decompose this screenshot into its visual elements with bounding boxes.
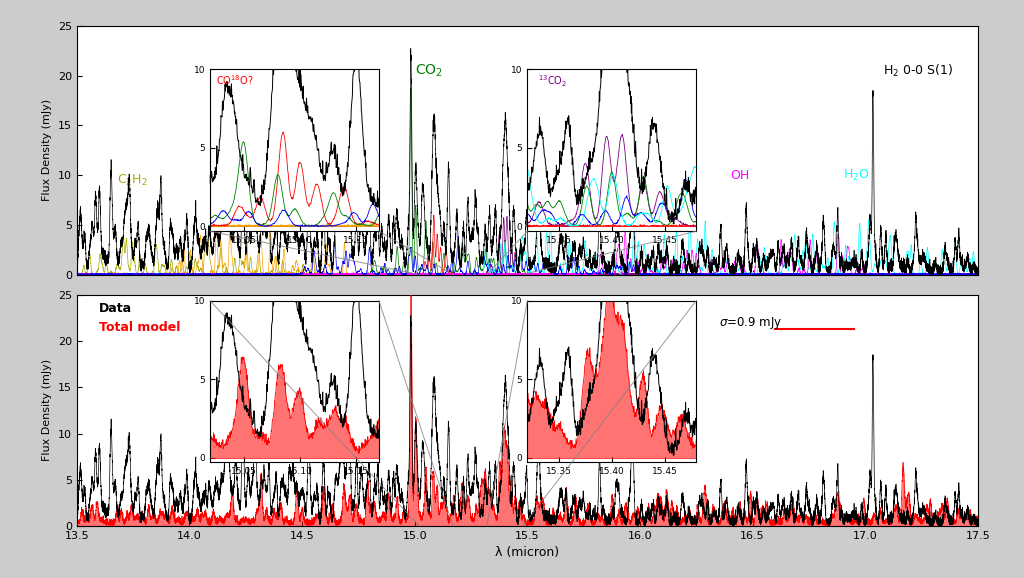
Y-axis label: Flux Density (mJy): Flux Density (mJy): [42, 99, 52, 201]
Text: $\sigma$=0.9 mJy: $\sigma$=0.9 mJy: [719, 314, 782, 331]
X-axis label: λ (micron): λ (micron): [496, 546, 559, 560]
Text: CO$^{18}$O?: CO$^{18}$O?: [215, 73, 253, 87]
Text: CO$_2$: CO$_2$: [415, 62, 442, 79]
Y-axis label: Flux Density (mJy): Flux Density (mJy): [42, 360, 52, 461]
Text: C$_2$H$_2$: C$_2$H$_2$: [118, 173, 148, 188]
Text: $^{13}$CO$_2$: $^{13}$CO$_2$: [538, 73, 567, 89]
Text: HCN: HCN: [208, 173, 234, 187]
Text: Data: Data: [99, 302, 132, 315]
Text: OH: OH: [730, 169, 750, 181]
Text: H$_2$ 0-0 S(1): H$_2$ 0-0 S(1): [884, 62, 953, 79]
Text: Total model: Total model: [99, 321, 180, 334]
Text: H$_2$O: H$_2$O: [843, 168, 869, 183]
